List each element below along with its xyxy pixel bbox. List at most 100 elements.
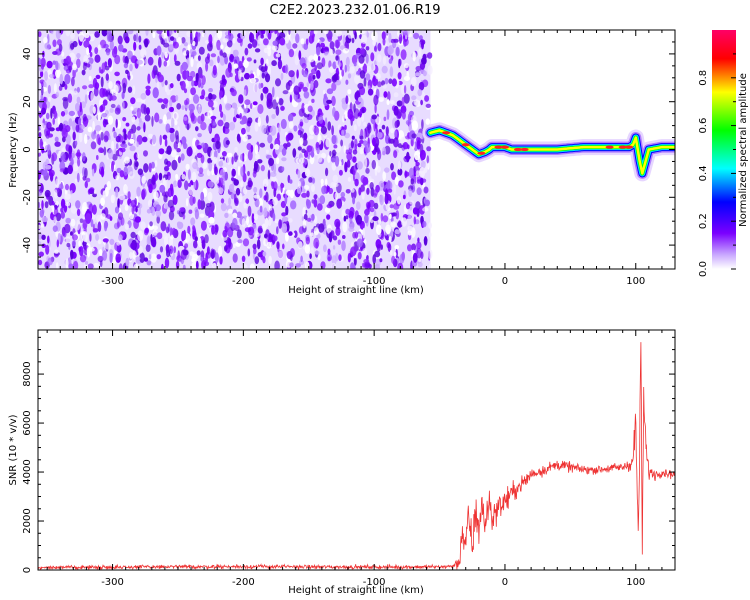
heatmap-noise-cell	[375, 73, 381, 80]
heatmap-noise-cell	[390, 128, 395, 134]
heatmap-noise-cell	[190, 31, 193, 41]
heatmap-noise-cell	[125, 69, 129, 75]
heatmap-noise-cell	[359, 108, 363, 118]
heatmap-noise-cell	[205, 203, 212, 208]
heatmap-noise-cell	[223, 94, 228, 104]
snr-line	[38, 342, 675, 570]
heatmap-noise-cell	[380, 244, 383, 250]
heatmap-noise-cell	[143, 150, 148, 157]
heatmap-noise-cell	[310, 232, 314, 237]
heatmap-noise-cell	[38, 224, 42, 229]
heatmap-noise-cell	[61, 51, 65, 57]
heatmap-noise-cell	[41, 107, 46, 115]
heatmap-noise-cell	[191, 253, 198, 261]
heatmap-noise-cell	[243, 202, 247, 209]
heatmap-noise-cell	[138, 44, 142, 50]
heatmap-noise-cell	[317, 254, 321, 261]
heatmap-noise-cell	[331, 161, 337, 171]
heatmap-noise-cell	[136, 59, 143, 65]
heatmap-noise-cell	[90, 219, 94, 228]
heatmap-noise-cell	[249, 32, 255, 43]
heatmap-noise-cell	[137, 168, 144, 176]
heatmap-noise-cell	[362, 262, 365, 268]
heatmap-noise-cell	[168, 210, 175, 221]
heatmap-noise-cell	[132, 250, 137, 260]
heatmap-noise-cell	[96, 214, 102, 223]
heatmap-noise-cell	[129, 145, 136, 152]
heatmap-noise-cell	[260, 92, 264, 101]
heatmap-noise-cell	[297, 146, 302, 151]
heatmap-noise-cell	[257, 159, 263, 164]
heatmap-noise-cell	[193, 180, 196, 190]
heatmap-noise-cell	[76, 86, 80, 93]
heatmap-noise-cell	[87, 57, 94, 65]
heatmap-noise-cell	[208, 216, 215, 224]
heatmap-noise-cell	[368, 199, 375, 208]
heatmap-noise-cell	[97, 112, 101, 122]
heatmap-noise-cell	[165, 150, 172, 155]
heatmap-noise-cell	[118, 234, 123, 242]
heatmap-noise-cell	[347, 30, 353, 39]
heatmap-noise-cell	[272, 212, 276, 222]
heatmap-noise-cell	[187, 225, 191, 234]
spectrogram-xlabel: Height of straight line (km)	[288, 285, 424, 296]
heatmap-noise-cell	[389, 66, 394, 78]
heatmap-noise-cell	[65, 55, 72, 65]
heatmap-noise-cell	[330, 181, 337, 188]
heatmap-noise-cell	[398, 160, 401, 170]
heatmap-noise-cell	[156, 232, 163, 240]
heatmap-noise-cell	[394, 176, 399, 186]
heatmap-noise-cell	[197, 199, 202, 210]
heatmap-noise-cell	[285, 205, 289, 216]
heatmap-noise-cell	[381, 65, 388, 74]
heatmap-noise-cell	[192, 145, 197, 153]
heatmap-noise-cell	[78, 117, 82, 127]
heatmap-noise-cell	[197, 55, 201, 61]
heatmap-noise-cell	[55, 30, 61, 40]
heatmap-noise-cell	[391, 78, 397, 87]
heatmap-noise-cell	[347, 73, 352, 79]
heatmap-noise-cell	[377, 147, 380, 155]
heatmap-noise-cell	[64, 83, 68, 90]
snr-frame	[37, 329, 676, 571]
heatmap-noise-cell	[397, 72, 402, 80]
heatmap-noise-cell	[164, 138, 168, 147]
heatmap-noise-cell	[268, 65, 272, 76]
heatmap-noise-cell	[260, 34, 265, 39]
heatmap-noise-cell	[228, 121, 236, 131]
heatmap-noise-cell	[345, 79, 349, 85]
heatmap-noise-cell	[185, 163, 190, 171]
heatmap-noise-cell	[190, 70, 196, 78]
heatmap-noise-cell	[353, 257, 357, 266]
heatmap-noise-cell	[281, 212, 287, 217]
heatmap-noise-cell	[398, 58, 401, 69]
heatmap-noise-cell	[326, 88, 334, 95]
heatmap-noise-cell	[242, 134, 248, 142]
heatmap-noise-cell	[422, 79, 429, 88]
heatmap-noise-cell	[393, 252, 397, 257]
heatmap-noise-cell	[50, 30, 54, 35]
heatmap-noise-cell	[170, 234, 174, 240]
heatmap-noise-cell	[132, 85, 136, 95]
heatmap-noise-cell	[376, 244, 381, 252]
heatmap-noise-cell	[342, 48, 349, 54]
heatmap-noise-cell	[426, 155, 430, 164]
heatmap-noise-cell	[207, 99, 214, 108]
heatmap-noise-cell	[387, 91, 391, 102]
heatmap-noise-cell	[371, 114, 378, 120]
heatmap-noise-cell	[424, 95, 430, 102]
heatmap-noise-cell	[135, 256, 141, 261]
heatmap-noise-cell	[190, 87, 197, 96]
heatmap-noise-cell	[277, 250, 284, 259]
heatmap-noise-cell	[202, 161, 208, 169]
heatmap-noise-cell	[181, 61, 188, 71]
heatmap-noise-cell	[70, 190, 73, 195]
heatmap-noise-cell	[178, 245, 185, 251]
heatmap-noise-cell	[136, 152, 139, 159]
x-tick-label: -100	[363, 276, 386, 287]
heatmap-noise-cell	[160, 263, 164, 269]
heatmap-noise-cell	[326, 214, 331, 220]
heatmap-noise-cell	[155, 74, 158, 83]
heatmap-noise-cell	[161, 31, 168, 39]
heatmap-noise-cell	[257, 117, 261, 127]
